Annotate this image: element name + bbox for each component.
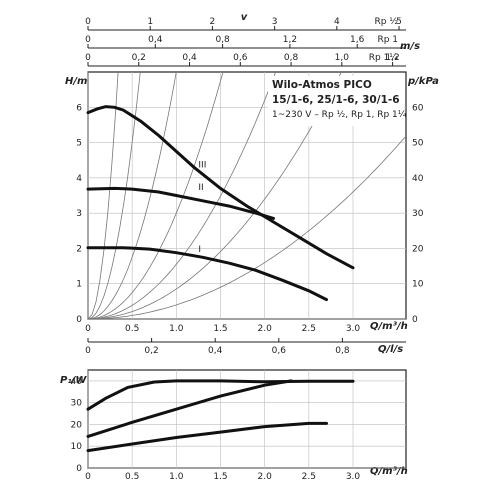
head-y-tick: 6	[76, 103, 82, 113]
head-y-right-tick: 10	[412, 280, 424, 290]
velocity-scale-tick-label: 0	[85, 53, 91, 63]
power-y-tick: 0	[76, 464, 82, 474]
head-y-right-label: p/kPa	[407, 76, 439, 87]
pump-curve-label: I	[198, 245, 201, 255]
pump-curve-ii	[86, 186, 275, 220]
power-curve-iii	[86, 379, 355, 411]
head-y-right-tick: 50	[412, 139, 424, 149]
pump-curve-label: III	[198, 160, 206, 170]
system-curve	[88, 72, 177, 319]
pump-curve-i	[86, 246, 328, 302]
velocity-scale-pipe-label: Rp ½	[374, 17, 398, 27]
head-y-tick: 5	[76, 139, 82, 149]
system-curve	[88, 72, 342, 319]
pump-curve-label: II	[198, 183, 203, 193]
velocity-label: v	[241, 12, 248, 23]
flow-ls-tick-label: 0,8	[335, 346, 350, 356]
velocity-scale-tick-label: 0,4	[148, 35, 163, 45]
power-curve-i	[86, 421, 328, 453]
power-x-tick: 2.0	[258, 472, 273, 482]
velocity-scale-tick-label: 1	[147, 17, 153, 27]
velocity-scale-tick-label: 1,0	[335, 53, 350, 63]
head-x-tick: 0.5	[125, 324, 139, 334]
head-y-tick: 4	[76, 174, 82, 184]
head-y-tick: 1	[76, 280, 82, 290]
power-curve-ii	[86, 379, 293, 438]
head-x-label: Q/m³/h	[370, 321, 408, 332]
velocity-scale-tick-label: 2	[210, 17, 216, 27]
velocity-scale-tick-label: 0,4	[182, 53, 197, 63]
head-x-tick: 1.5	[213, 324, 227, 334]
velocity-scale-tick-label: 1,2	[283, 35, 297, 45]
power-y-tick: 20	[71, 420, 83, 430]
velocity-scale-tick-label: 0,8	[215, 35, 230, 45]
velocity-scale-tick-label: 0	[85, 35, 91, 45]
power-x-tick: 0.5	[125, 472, 139, 482]
head-x-tick: 2.5	[302, 324, 316, 334]
power-y-tick: 10	[71, 442, 83, 452]
power-y-tick: 40	[71, 377, 83, 387]
flow-ls-scale: Q/l/s 0 0,2 0,4 0,6 0,8	[85, 338, 406, 356]
head-x-tick: 1.0	[169, 324, 184, 334]
head-y-tick: 3	[76, 209, 82, 219]
power-chart: P₁/W Q/m³/h 0 0.5 1.0 1.5 2.0 2.5 3.0 0 10 20 30 40	[60, 369, 408, 482]
flow-ls-tick-label: 0,2	[144, 346, 158, 356]
system-curve	[88, 135, 406, 319]
power-x-tick: 2.5	[302, 472, 316, 482]
velocity-unit-label: m/s	[400, 41, 420, 52]
velocity-scale-tick-label: 0,8	[284, 53, 299, 63]
flow-ls-tick-label: 0	[85, 346, 91, 356]
head-x-tick: 3.0	[346, 324, 361, 334]
velocity-scales: v m/s 0 1 2 3 4 5Rp ½0 0,4 0,8 1,2 1,6 Rp 10 0,2 0,4…	[85, 12, 420, 67]
velocity-scale-pipe-label: Rp 1	[377, 35, 398, 45]
power-x-label: Q/m³/h	[370, 466, 408, 477]
system-curve	[88, 72, 224, 319]
power-y-tick: 30	[71, 399, 83, 409]
velocity-scale-tick-label: 5	[396, 17, 402, 27]
head-x-tick: 0	[85, 324, 91, 334]
velocity-scale-pipe-label: Rp 1¼	[369, 53, 399, 63]
velocity-scale-tick-label: 0,2	[132, 53, 146, 63]
flow-ls-unit-label: Q/l/s	[378, 344, 403, 355]
head-y-right-tick: 60	[412, 103, 424, 113]
chart-subtitle: 15/1-6, 25/1-6, 30/1-6	[272, 94, 400, 106]
flow-ls-tick-label: 0,4	[208, 346, 223, 356]
flow-ls-tick-label: 0,6	[272, 346, 287, 356]
velocity-scale-tick-label: 1,6	[350, 35, 365, 45]
head-chart: H/m p/kPa Q/m³/h 0 0.5 1.0 1.5 2.0 2.5 3.0 0 1 2 3…	[65, 71, 439, 334]
head-y-tick: 0	[76, 315, 82, 325]
head-x-tick: 2.0	[258, 324, 273, 334]
chart-title: Wilo-Atmos PICO	[272, 79, 372, 91]
title-box	[268, 76, 404, 126]
power-x-tick: 1.5	[213, 472, 227, 482]
head-y-right-tick: 20	[412, 244, 424, 254]
velocity-scale-tick-label: 3	[272, 17, 278, 27]
velocity-scale-tick-label: 0	[85, 17, 91, 27]
head-y-label: H/m	[65, 76, 87, 87]
velocity-scale-tick-label: 0,6	[233, 53, 248, 63]
pump-curve-iii	[86, 105, 355, 270]
head-y-tick: 2	[76, 244, 82, 254]
head-y-right-tick: 0	[412, 315, 418, 325]
power-y-label: P₁/W	[60, 375, 87, 386]
power-x-tick: 1.0	[169, 472, 184, 482]
chart-voltage-line: 1~230 V – Rp ½, Rp 1, Rp 1¼	[272, 110, 407, 120]
velocity-scale-tick-label: 4	[334, 17, 340, 27]
head-y-right-tick: 40	[412, 174, 424, 184]
velocity-scale-tick-label: 1,2	[385, 53, 399, 63]
power-x-tick: 3.0	[346, 472, 361, 482]
system-curve	[88, 72, 277, 319]
head-y-right-tick: 30	[412, 209, 424, 219]
power-x-tick: 0	[85, 472, 91, 482]
